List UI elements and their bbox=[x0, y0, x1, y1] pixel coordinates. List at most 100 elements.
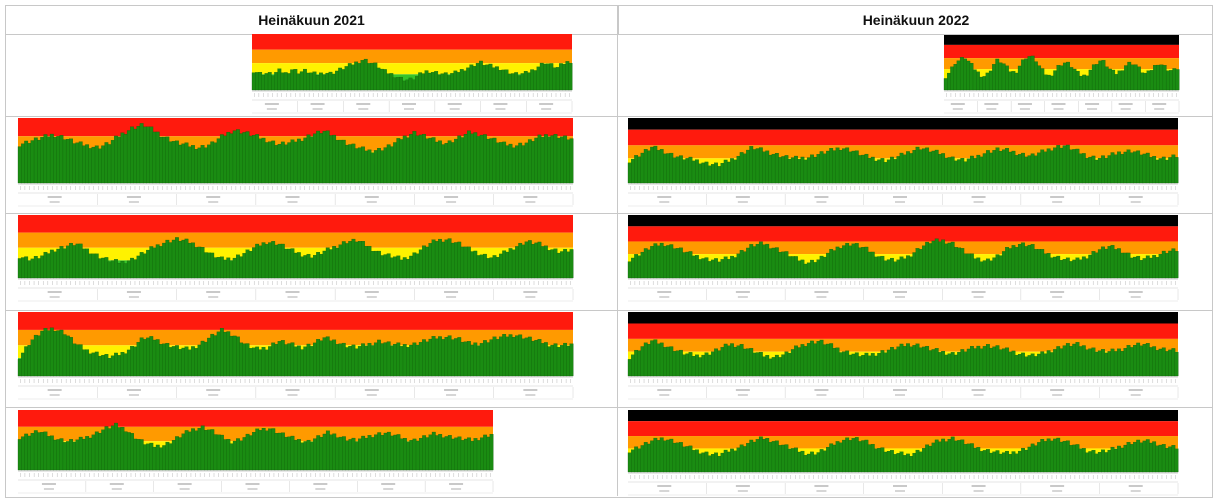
load-bar bbox=[1145, 255, 1150, 279]
day-mark bbox=[1130, 296, 1141, 298]
load-bar bbox=[669, 438, 674, 473]
load-bar bbox=[483, 134, 487, 184]
load-bar bbox=[515, 246, 519, 279]
load-bar bbox=[91, 434, 96, 471]
load-bar bbox=[547, 346, 551, 377]
load-bar bbox=[1059, 441, 1064, 473]
load-bar bbox=[299, 71, 304, 91]
load-bar bbox=[364, 150, 369, 184]
load-bar bbox=[386, 73, 391, 91]
load-bar bbox=[200, 145, 205, 184]
load-bar bbox=[136, 255, 141, 279]
load-bar bbox=[328, 71, 333, 91]
load-bar bbox=[505, 251, 510, 279]
load-bar bbox=[107, 358, 112, 377]
load-bar bbox=[117, 262, 122, 279]
load-bar bbox=[287, 142, 292, 184]
load-bar bbox=[524, 337, 529, 377]
load-bar bbox=[880, 447, 885, 473]
load-bar bbox=[1104, 452, 1109, 473]
load-bar bbox=[492, 336, 497, 377]
load-bar bbox=[351, 64, 355, 91]
load-bar bbox=[223, 135, 227, 184]
load-bar bbox=[123, 353, 128, 377]
load-bar bbox=[758, 436, 763, 473]
load-bar bbox=[1065, 257, 1070, 279]
load-bar bbox=[389, 146, 394, 184]
load-bar bbox=[893, 261, 898, 279]
load-bar bbox=[1171, 348, 1176, 377]
day-mark bbox=[451, 488, 462, 490]
load-bar bbox=[142, 126, 147, 184]
load-bar bbox=[82, 248, 86, 279]
load-bar bbox=[419, 438, 423, 471]
load-bar bbox=[53, 137, 57, 184]
load-bar bbox=[672, 442, 677, 473]
load-bar bbox=[431, 72, 435, 91]
load-bar bbox=[816, 452, 821, 473]
load-bar bbox=[637, 448, 642, 473]
load-bar bbox=[194, 348, 199, 377]
load-bar bbox=[527, 336, 532, 377]
load-bar bbox=[1024, 156, 1029, 184]
load-bar bbox=[511, 73, 515, 91]
load-bar bbox=[925, 241, 930, 279]
load-bar bbox=[492, 255, 497, 279]
load-bar bbox=[985, 72, 990, 91]
load-bar bbox=[65, 335, 70, 377]
day-mark bbox=[206, 291, 221, 293]
load-bar bbox=[146, 443, 151, 471]
load-bar bbox=[261, 137, 266, 184]
load-bar bbox=[1088, 156, 1093, 184]
load-bar bbox=[720, 452, 725, 473]
load-bar bbox=[1069, 346, 1073, 377]
load-bar bbox=[1129, 444, 1134, 473]
load-bar bbox=[537, 339, 542, 377]
load-bar bbox=[643, 149, 648, 184]
load-bar bbox=[255, 243, 260, 279]
load-bar bbox=[1174, 157, 1179, 184]
load-bar bbox=[1014, 247, 1019, 279]
load-bar bbox=[1049, 352, 1054, 377]
load-bar bbox=[1139, 260, 1144, 279]
load-bar bbox=[255, 72, 259, 91]
load-bar bbox=[456, 72, 461, 91]
load-bar bbox=[1142, 258, 1147, 279]
load-bar bbox=[851, 353, 856, 377]
day-mark bbox=[128, 201, 139, 203]
load-bar bbox=[1085, 75, 1090, 91]
load-bar bbox=[998, 151, 1003, 184]
load-bar bbox=[947, 72, 951, 91]
load-bar bbox=[539, 62, 544, 91]
load-bar bbox=[345, 440, 350, 471]
load-bar bbox=[998, 453, 1003, 473]
load-bar bbox=[1133, 256, 1137, 279]
load-bar bbox=[499, 336, 503, 377]
load-bar bbox=[870, 353, 875, 377]
day-mark bbox=[523, 196, 538, 198]
day-mark bbox=[266, 108, 277, 110]
load-bar bbox=[963, 161, 968, 184]
load-bar bbox=[94, 351, 99, 377]
load-bar bbox=[643, 248, 648, 279]
load-bar bbox=[909, 256, 914, 279]
load-bar bbox=[1030, 153, 1035, 184]
day-mark bbox=[657, 485, 672, 487]
load-bar bbox=[300, 442, 305, 471]
load-bar bbox=[120, 132, 125, 184]
load-bar bbox=[502, 141, 507, 184]
load-bar bbox=[989, 452, 993, 473]
red-band bbox=[18, 312, 573, 330]
load-bar bbox=[714, 452, 718, 473]
load-bar bbox=[982, 450, 987, 473]
load-bar bbox=[1136, 342, 1141, 377]
load-bar bbox=[1117, 348, 1121, 377]
load-bar bbox=[1040, 351, 1045, 377]
load-bar bbox=[1062, 259, 1067, 279]
load-bar bbox=[1001, 348, 1006, 377]
load-bar bbox=[322, 74, 327, 91]
load-bar bbox=[559, 63, 563, 91]
load-bar bbox=[229, 260, 234, 279]
load-bar bbox=[357, 63, 362, 91]
load-bar bbox=[37, 335, 41, 377]
